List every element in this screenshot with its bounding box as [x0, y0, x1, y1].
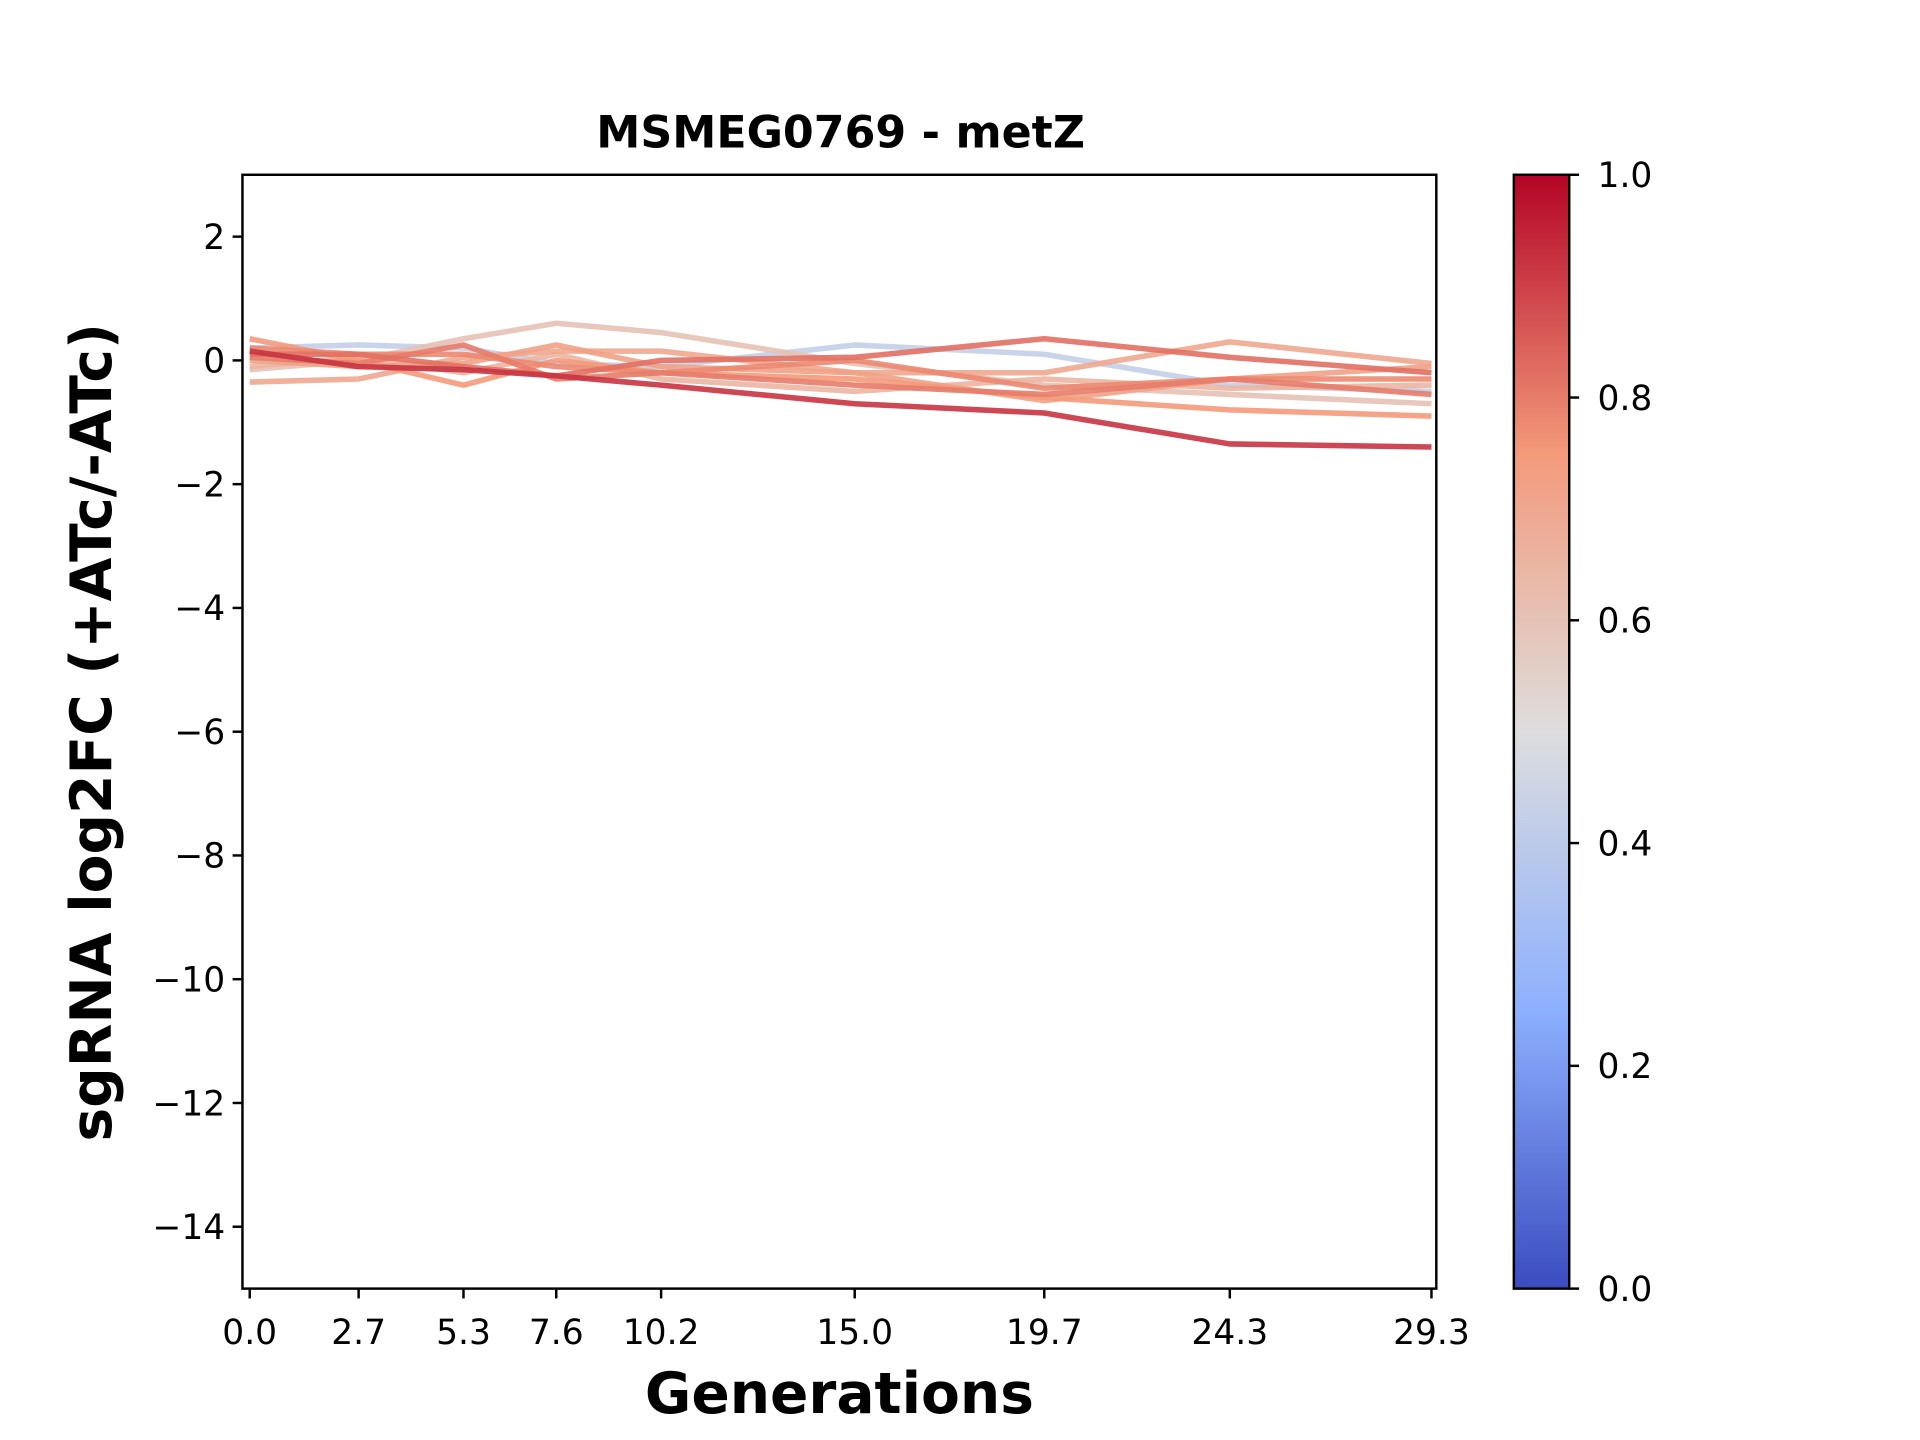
- colorbar-tick-label: 0.8: [1598, 379, 1653, 419]
- x-tick-label: 29.3: [1393, 1313, 1470, 1353]
- colorbar-tick-label: 0.6: [1598, 602, 1653, 642]
- colorbar-tick-label: 0.4: [1598, 824, 1653, 864]
- series-lines: [249, 320, 1432, 450]
- y-axis-label: sgRNA log2FC (+ATc/-ATc): [59, 323, 125, 1141]
- chart-title: MSMEG0769 - metZ: [596, 108, 1085, 159]
- colorbar: [1512, 173, 1571, 1290]
- y-tick-label: −12: [153, 1084, 226, 1124]
- colorbar-tick-label: 0.2: [1598, 1047, 1653, 1087]
- y-tick-label: −2: [174, 465, 225, 505]
- y-tick-label: 0: [203, 342, 225, 382]
- colorbar-tick-label: 0.0: [1598, 1270, 1653, 1310]
- x-tick-label: 19.7: [1006, 1313, 1083, 1353]
- colorbar-tick-label: 1.0: [1598, 156, 1653, 196]
- x-tick-label: 10.2: [623, 1313, 700, 1353]
- y-tick-label: −14: [153, 1208, 226, 1248]
- y-tick-label: −10: [153, 961, 226, 1001]
- x-tick-label: 24.3: [1191, 1313, 1268, 1353]
- series-line-9: [249, 348, 1432, 450]
- colorbar-ticks: 0.0 0.2 0.4 0.6 0.8 1.0: [1569, 156, 1652, 1310]
- y-tick-label: −4: [174, 589, 225, 629]
- x-tick-label: 15.0: [816, 1313, 893, 1353]
- x-axis-label: Generations: [645, 1361, 1034, 1427]
- series-line-8: [249, 335, 1432, 379]
- plot-frame: [241, 173, 1438, 1290]
- y-tick-label: 2: [203, 218, 225, 258]
- x-axis: 0.0 2.7 5.3 7.6 10.2 15.0 19.7 24.3 29.3: [222, 1288, 1470, 1353]
- x-tick-label: 2.7: [331, 1313, 386, 1353]
- y-tick-label: −6: [174, 713, 225, 753]
- x-tick-label: 7.6: [529, 1313, 584, 1353]
- x-tick-label: 5.3: [436, 1313, 491, 1353]
- x-tick-label: 0.0: [222, 1313, 277, 1353]
- y-axis: 2 0 −2 −4 −6 −8 −10 −12 −14: [153, 218, 243, 1248]
- y-tick-label: −8: [174, 837, 225, 877]
